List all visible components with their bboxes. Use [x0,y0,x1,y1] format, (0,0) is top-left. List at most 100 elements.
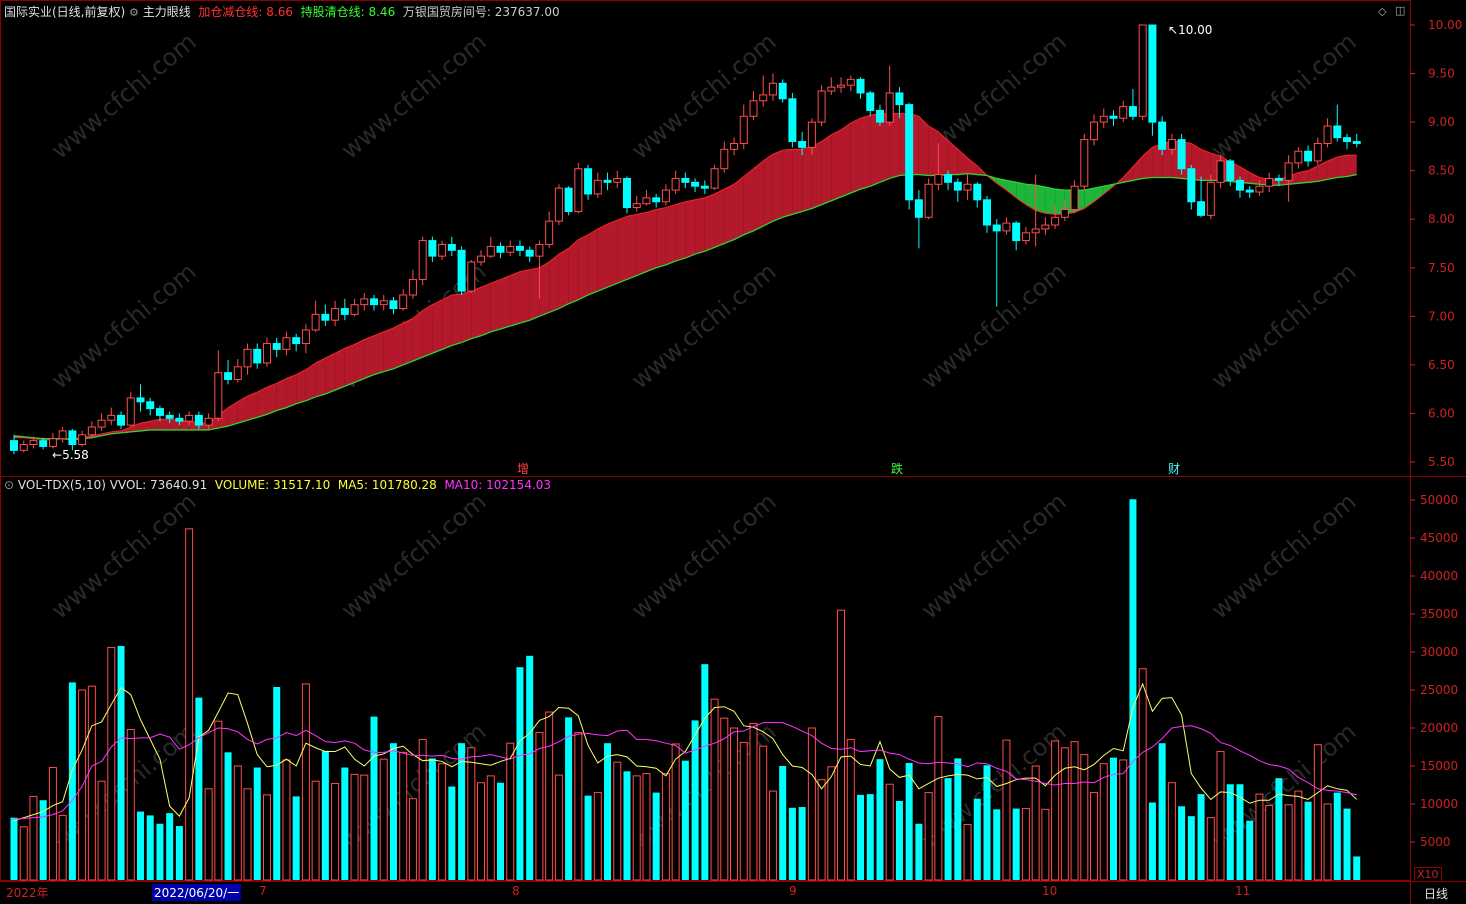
cursor-date[interactable]: 2022/06/20/一 [152,884,242,901]
volume-header: ⊙ VOL-TDX(5,10) VVOL: 73640.91 VOLUME: 3… [4,478,551,492]
stock-title[interactable]: 国际实业(日线,前复权) [4,5,126,19]
band-segment [383,327,394,372]
volume-bar-up [554,774,563,881]
volume-bar-up [87,685,96,881]
candle-up [1070,185,1079,211]
candle-up [632,203,641,209]
diamond-icon[interactable]: ◇ [1378,5,1387,18]
vol-indicator-name[interactable]: VOL-TDX(5,10) [17,478,106,492]
volume-bar-down [701,664,709,880]
volume-bar-down [788,807,796,880]
candle-up [243,348,252,368]
volume-tick-label: 40000 [1420,569,1458,583]
ma5-value: MA5: 101780.28 [337,478,437,492]
price-tick-label: 9.50 [1428,67,1455,81]
band-segment [549,254,559,313]
window-toggle-icon[interactable]: ◫ [1395,4,1406,17]
candle-up [408,278,417,296]
add-value: 8.66 [266,5,293,19]
price-tick-label: 6.00 [1428,406,1455,420]
candlestick-series[interactable] [10,24,1361,455]
volume-bar-down [195,697,203,880]
candle-down [983,199,991,226]
band-segment [607,220,618,288]
indicator-name[interactable]: 主力眼线 [142,5,191,19]
volume-bar-down [895,800,903,880]
candle-down [155,408,164,416]
candle-up [97,419,106,428]
volume-bar-down [652,792,660,880]
band-segment [743,168,754,235]
volume-bar-down [224,752,232,880]
add-label: 加仓减仓线: [198,5,263,19]
period-tab[interactable]: 日线 [1424,887,1449,901]
candle-up [1099,115,1108,123]
volume-bar-up [1099,763,1108,881]
candle-down [194,414,203,426]
band-segment [558,248,569,309]
room-value: 237637.00 [494,5,560,19]
vol-settings-icon[interactable]: ⊙ [4,478,15,492]
candle-up [671,177,680,191]
volume-bar-up [739,741,748,881]
candle-down [292,337,301,345]
band-segment [1298,170,1309,184]
candle-down [778,82,787,100]
volume-bar-down [1187,816,1195,880]
candle-down [175,417,184,422]
band-segment [841,123,851,197]
candle-up [78,434,87,446]
watermark-text: www.cfchi.com [336,487,492,624]
candle-up [846,78,855,86]
band-segment [831,129,842,201]
volume-bar-up [126,729,135,881]
candle-down [1012,222,1021,242]
candle-down [564,187,573,212]
candle-up [545,220,554,245]
year-label: 2022年 [6,886,49,900]
candle-up [185,414,194,422]
band-segment [1327,157,1338,180]
month-label-10: 10 [1042,884,1058,898]
volume-bar-down [866,794,874,880]
volume-bar-up [749,722,758,881]
hold-label: 持股清仓线: [300,5,365,19]
band-segment [412,310,423,362]
candle-up [837,84,846,88]
band-segment [150,419,160,430]
volume-bar-up [331,782,340,881]
band-segment [1162,141,1172,178]
candle-up [1090,121,1099,141]
volume-bar-down [779,766,787,880]
settings-icon[interactable]: ⚙ [129,6,139,19]
candle-down [603,179,612,183]
band-segment [665,204,676,265]
band-segment [335,348,345,391]
band-segment [724,184,735,244]
candle-up [58,430,67,440]
month-label-8: 8 [512,884,520,898]
band-segment [811,141,822,209]
candle-down [321,313,330,321]
watermark-text: www.cfchi.com [916,487,1072,624]
volume-bars[interactable] [10,499,1361,881]
band-segment [792,149,803,215]
candle-up [48,438,57,447]
candle-up [1294,150,1303,164]
volume-bar-up [97,780,106,881]
ma10-value: MA10: 102154.03 [444,478,552,492]
volume-bar-down [292,796,300,880]
band-segment [344,344,355,387]
candle-down [1187,168,1196,203]
band-segment [646,209,657,272]
volume-bar-up [730,727,739,881]
candle-up [730,142,739,150]
candle-down [165,414,174,419]
candle-down [1177,139,1186,170]
volume-bar-up [1323,803,1332,881]
candle-up [885,92,894,123]
volume-bar-up [1070,741,1079,881]
candle-up [934,174,943,185]
volume-bar-down [857,794,865,880]
